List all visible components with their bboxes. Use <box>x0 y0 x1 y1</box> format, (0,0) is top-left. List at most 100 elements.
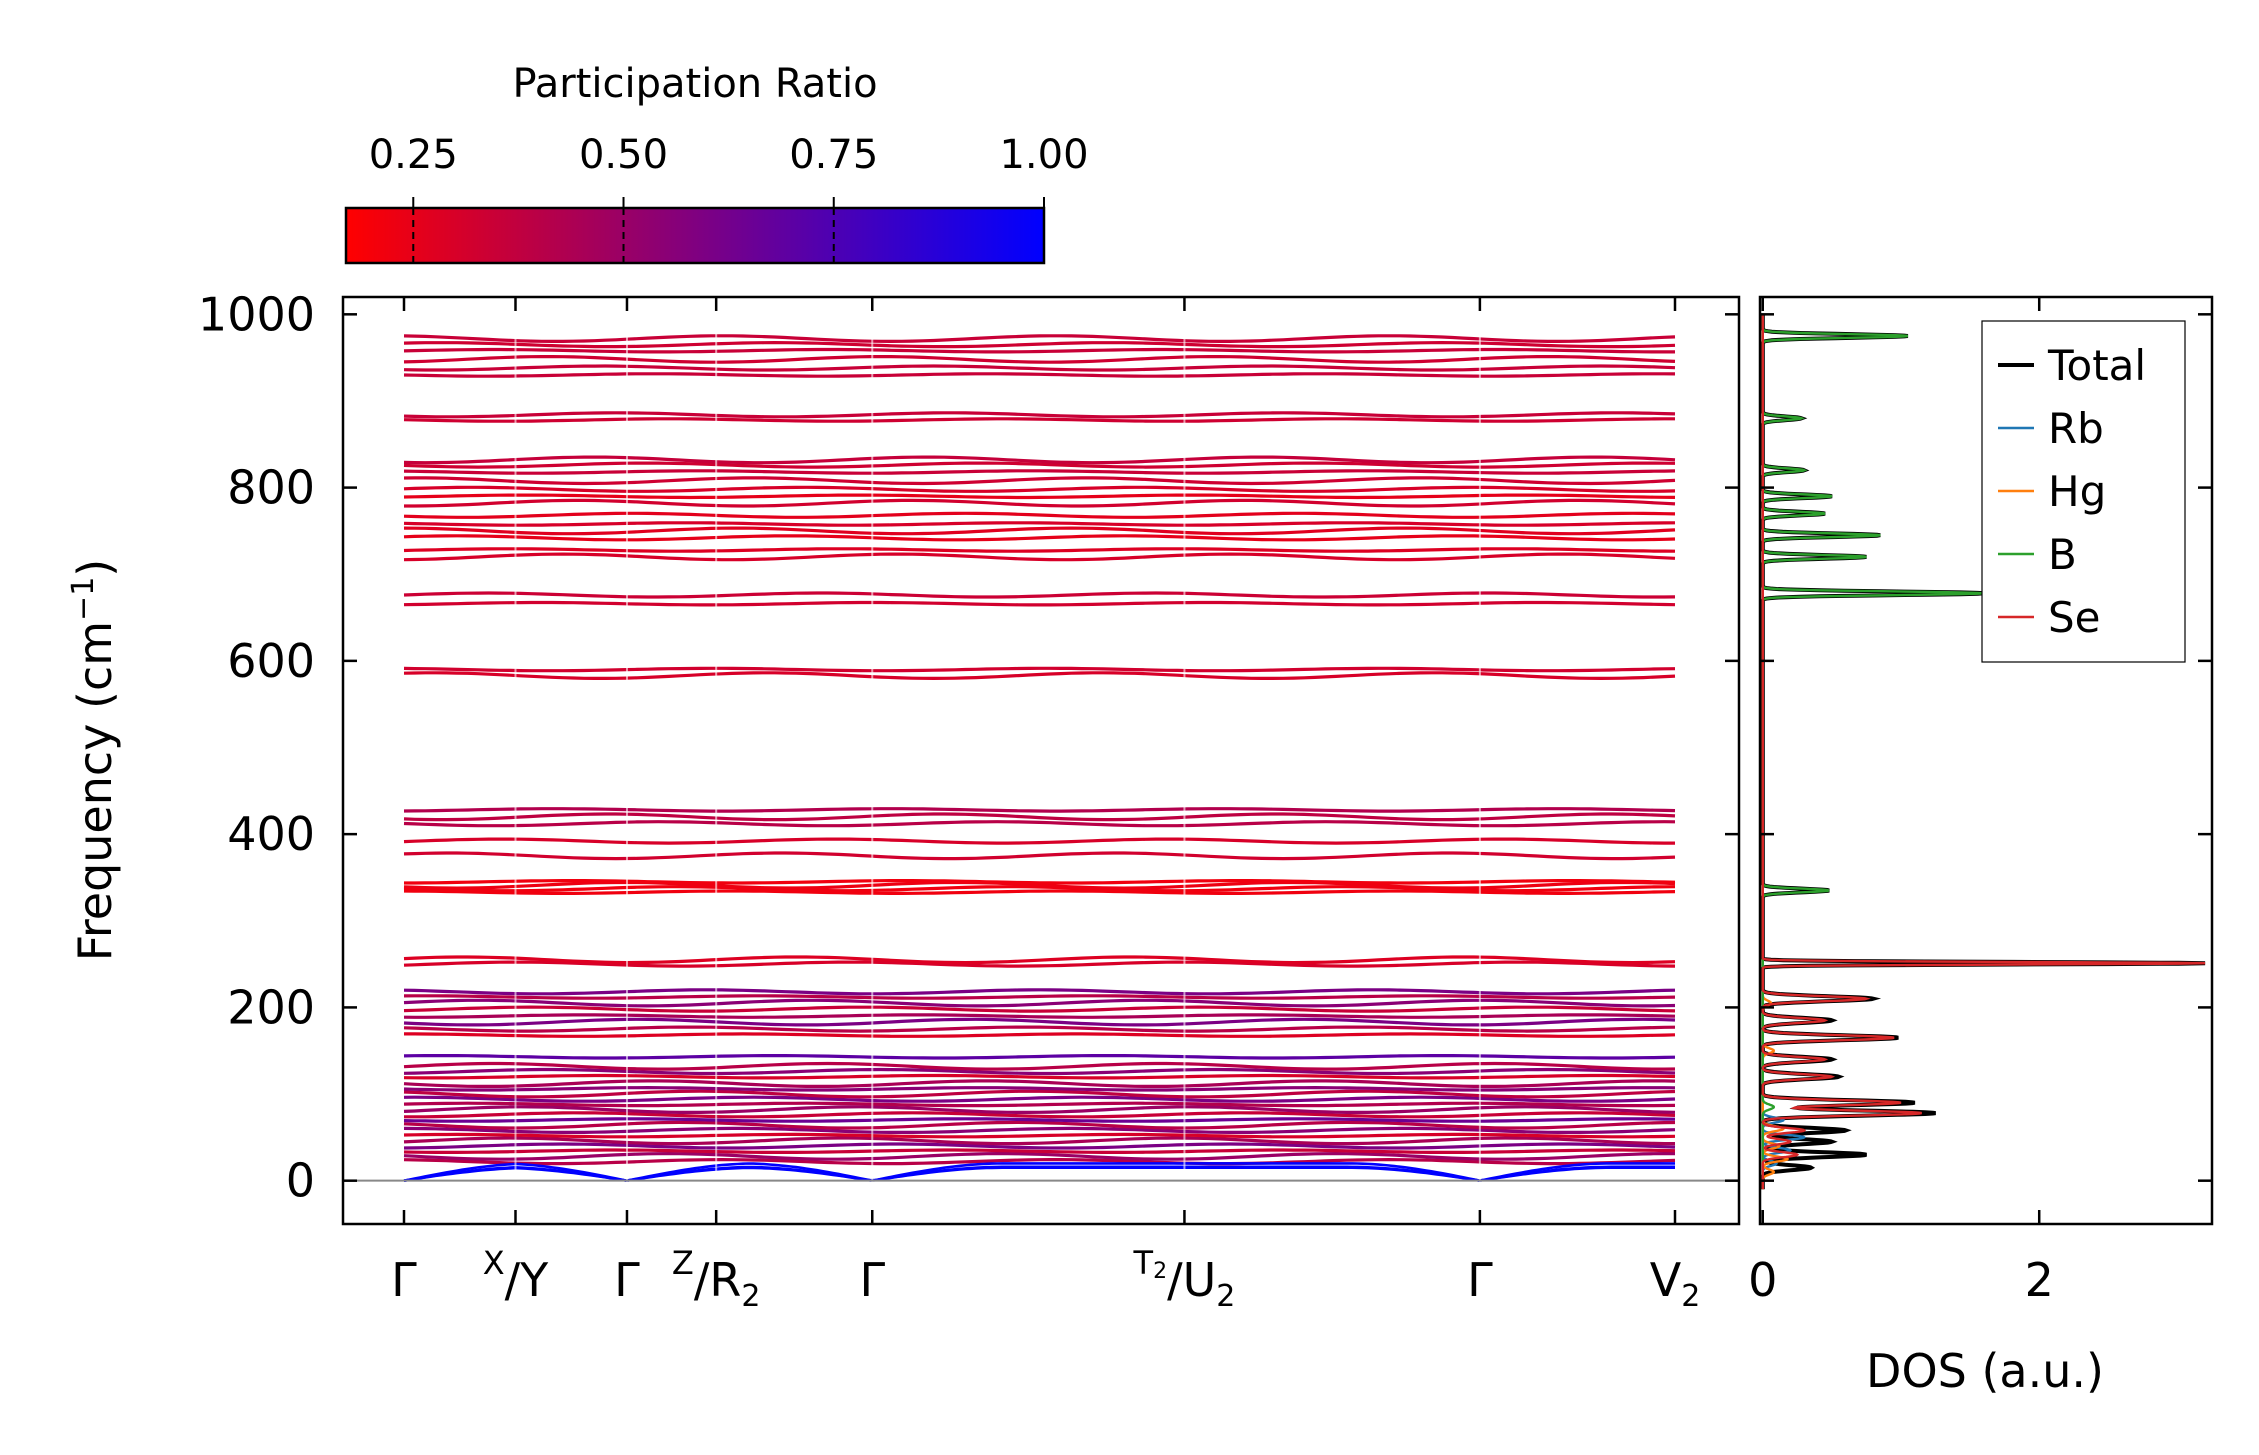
phonon-band <box>403 1101 1676 1108</box>
phonon-band <box>403 1061 1676 1071</box>
phonon-band <box>403 988 1676 996</box>
phonon-band <box>403 334 1676 344</box>
phonon-band <box>403 1132 1676 1139</box>
colorbar-title: Participation Ratio <box>512 61 877 107</box>
phonon-band <box>403 355 1676 364</box>
phonon-band <box>403 671 1676 681</box>
phonon-band <box>403 889 1676 895</box>
dos-x-tick-label: 2 <box>2025 1253 2054 1307</box>
phonon-band <box>403 469 1676 475</box>
phonon-band <box>403 1105 1676 1114</box>
dos-x-tick-label: 0 <box>1748 1253 1777 1307</box>
x-tick-label: V2 <box>1650 1253 1701 1314</box>
phonon-band <box>403 493 1676 500</box>
phonon-band <box>403 340 1676 349</box>
band-axes-frame <box>341 295 1741 1226</box>
x-tick-label: Γ <box>614 1253 640 1307</box>
x-tick-label: Γ <box>391 1253 417 1307</box>
legend-label: B <box>2048 530 2077 579</box>
phonon-band <box>403 372 1676 378</box>
phonon-band <box>403 417 1675 423</box>
acoustic-branches <box>403 1162 1675 1182</box>
phonon-band <box>404 879 1676 885</box>
phonon-band <box>403 1085 1676 1092</box>
phonon-band <box>403 1126 1676 1134</box>
phonon-band <box>403 1142 1676 1150</box>
phonon-band <box>403 851 1676 861</box>
colorbar-tick-label: 0.50 <box>579 132 668 178</box>
phonon-band <box>403 521 1676 527</box>
phonon-band <box>404 1032 1676 1038</box>
phonon-band <box>403 1067 1676 1076</box>
x-axis-label-dos: DOS (a.u.) <box>1866 1344 2104 1398</box>
legend-label: Se <box>2048 593 2101 642</box>
phonon-band <box>403 591 1676 599</box>
phonon-band <box>403 1095 1676 1103</box>
y-tick-label: 1000 <box>198 287 315 341</box>
colorbar-tick-label: 0.25 <box>369 132 458 178</box>
acoustic-branch <box>403 1166 1675 1182</box>
phonon-band <box>403 552 1676 562</box>
phonon-band <box>403 455 1676 465</box>
y-tick-label: 800 <box>227 461 315 515</box>
x-tick-label: Γ <box>859 1253 885 1307</box>
phonon-band <box>403 820 1676 828</box>
phonon-band <box>403 1005 1676 1013</box>
phonon-band <box>403 998 1676 1008</box>
colorbar-tick-label: 1.00 <box>999 132 1088 178</box>
phonon-band <box>403 1025 1676 1033</box>
phonon-band <box>403 476 1676 486</box>
x-tick-label: Z/R2 <box>672 1244 760 1314</box>
x-tick-label: T2/U2 <box>1133 1244 1236 1314</box>
phonon-band <box>403 1054 1676 1060</box>
phonon-band <box>403 994 1676 1000</box>
phonon-band <box>403 666 1676 673</box>
phonon-band <box>403 347 1675 354</box>
dos-axes-frame <box>1758 295 2214 1226</box>
phonon-band <box>403 1157 1676 1166</box>
phonon-band <box>403 461 1676 469</box>
phonon-band <box>403 547 1676 553</box>
phonon-band <box>403 807 1676 813</box>
x-tick-label: X/Y <box>483 1244 549 1307</box>
phonon-band <box>403 960 1676 968</box>
phonon-band <box>404 498 1676 508</box>
phonon-band <box>403 526 1676 536</box>
colorbar-gradient <box>344 206 1046 265</box>
phonon-band <box>403 1117 1676 1123</box>
phonon-band <box>403 411 1676 419</box>
phonon-band <box>403 511 1676 519</box>
band-panel: 0 200 400 600 800 1000 Γ X/Y Γ Z/R2 Γ T2/U2 Γ V2 Fre… <box>66 287 1741 1314</box>
colorbar-tick-label: 0.75 <box>789 132 878 178</box>
phonon-band <box>403 1120 1676 1130</box>
phonon-band <box>403 955 1676 965</box>
colorbar: Participation Ratio 0.25 0.50 0.75 1.00 <box>344 61 1089 265</box>
dos-panel: 0 2 DOS (a.u.) Total Rb Hg B Se <box>1748 295 2214 1398</box>
y-tick-label: 0 <box>286 1154 315 1208</box>
legend: Total Rb Hg B Se <box>1981 320 2186 663</box>
phonon-band <box>403 364 1676 372</box>
y-tick-label: 600 <box>227 634 315 688</box>
phonon-band <box>403 837 1675 845</box>
phonon-band <box>403 485 1676 493</box>
phonon-band <box>403 1089 1676 1099</box>
phonon-band <box>403 1136 1675 1146</box>
x-tick-label: Γ <box>1467 1253 1493 1307</box>
y-axis-label: Frequency (cm−1) <box>66 559 122 962</box>
phonon-band <box>403 1151 1675 1161</box>
y-tick-label: 200 <box>227 980 315 1034</box>
phonon-band <box>403 812 1676 822</box>
dos-series-hg <box>1761 314 1790 1190</box>
phonon-band <box>403 885 1676 893</box>
phonon-band <box>403 600 1676 607</box>
phonon-band <box>403 1013 1676 1019</box>
phonon-band <box>403 1017 1676 1027</box>
legend-label: Total <box>2047 341 2146 390</box>
phonon-band <box>403 1148 1676 1154</box>
phonon-band <box>403 534 1676 542</box>
legend-label: Hg <box>2048 467 2106 516</box>
legend-label: Rb <box>2048 404 2104 453</box>
phonon-band <box>403 1073 1676 1080</box>
phonon-band <box>404 1111 1676 1119</box>
